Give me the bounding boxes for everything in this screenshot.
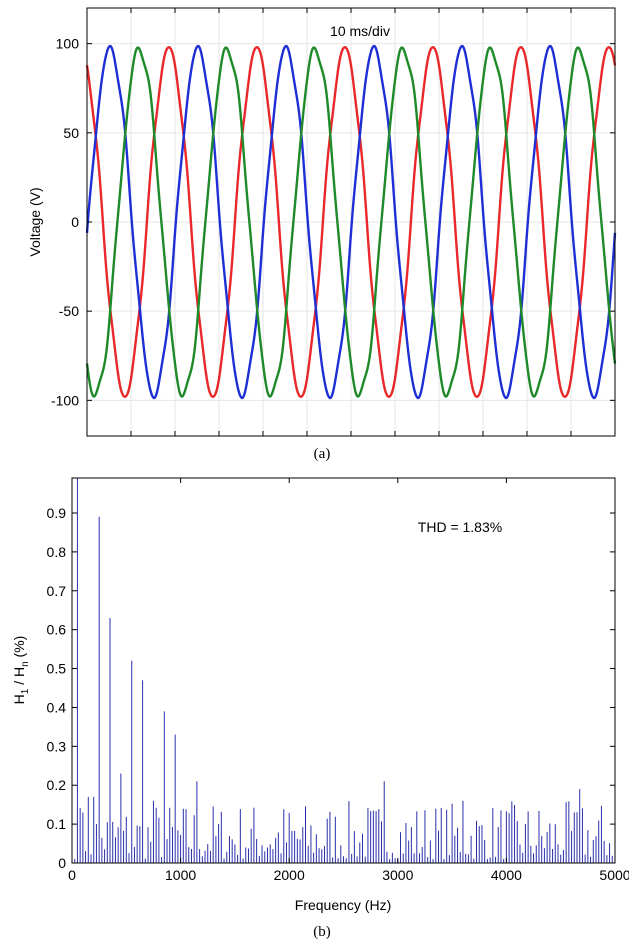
ylabel-percent: (%) xyxy=(11,636,27,662)
voltage-chart: 100 50 0 -50 -100 10 ms/div Voltage (V) (a) xyxy=(27,7,617,462)
ylabel-h2: / H xyxy=(11,667,27,689)
spectrum-x-tick-label: 0 xyxy=(68,867,76,883)
voltage-series-line xyxy=(85,46,617,398)
spectrum-y-tick-label: 0 xyxy=(58,855,66,871)
voltage-series-line xyxy=(85,44,617,400)
spectrum-y-tick-label: 0.1 xyxy=(47,816,67,832)
spectrum-plot-border xyxy=(71,477,616,864)
spectrum-y-axis-label: H1 / Hn (%) xyxy=(11,636,31,705)
voltage-y-ticks: 100 50 0 -50 -100 xyxy=(51,8,615,436)
ylabel-sub-n: n xyxy=(20,661,31,667)
spectrum-plot-area xyxy=(71,477,616,864)
voltage-y-tick-label: 50 xyxy=(63,125,79,141)
spectrum-y-tick-label: 0.7 xyxy=(47,583,67,599)
ylabel-h: H xyxy=(11,694,27,704)
voltage-plot-border xyxy=(86,7,616,437)
spectrum-y-tick-label: 0.8 xyxy=(47,544,67,560)
spectrum-x-tick-label: 5000 xyxy=(599,867,629,883)
spectrum-y-tick-label: 0.3 xyxy=(47,738,67,754)
panel-a-caption: (a) xyxy=(314,446,331,462)
spectrum-x-tick-label: 3000 xyxy=(382,867,413,883)
thd-annotation: THD = 1.83% xyxy=(418,519,502,535)
spectrum-ticks: 0 0.1 0.2 0.3 0.4 0.5 0.6 0.7 0.8 0.9 0 1000 2000 300… xyxy=(47,478,629,883)
voltage-series-line xyxy=(85,46,617,398)
spectrum-bars xyxy=(74,478,613,863)
voltage-y-tick-label: 100 xyxy=(56,36,80,52)
voltage-y-axis-label: Voltage (V) xyxy=(27,187,43,256)
voltage-annotation: 10 ms/div xyxy=(330,23,390,39)
spectrum-y-tick-label: 0.2 xyxy=(47,777,67,793)
voltage-y-tick-label: 0 xyxy=(71,214,79,230)
spectrum-y-tick-label: 0.6 xyxy=(47,622,67,638)
spectrum-chart: 0 0.1 0.2 0.3 0.4 0.5 0.6 0.7 0.8 0.9 0 1000 2000 300… xyxy=(11,477,629,940)
voltage-series xyxy=(85,44,617,400)
ylabel-sub-1: 1 xyxy=(20,688,31,694)
spectrum-y-tick-label: 0.4 xyxy=(47,699,67,715)
spectrum-y-tick-label: 0.5 xyxy=(47,661,67,677)
spectrum-x-tick-label: 1000 xyxy=(165,867,196,883)
spectrum-x-axis-label: Frequency (Hz) xyxy=(295,897,391,913)
voltage-y-tick-label: -100 xyxy=(51,392,79,408)
spectrum-y-tick-label: 0.9 xyxy=(47,505,67,521)
spectrum-x-tick-label: 2000 xyxy=(274,867,305,883)
panel-b-caption: (b) xyxy=(313,924,331,940)
voltage-y-tick-label: -50 xyxy=(59,303,79,319)
spectrum-x-tick-label: 4000 xyxy=(491,867,522,883)
